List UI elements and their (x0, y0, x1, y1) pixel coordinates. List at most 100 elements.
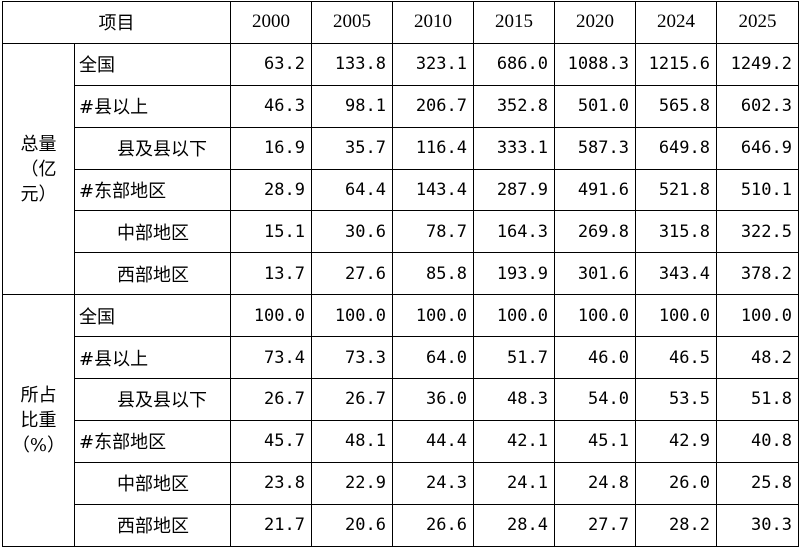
value-cell: 24.3 (392, 461, 474, 505)
group-label-line: 所占 (20, 384, 57, 406)
value-cell: 315.8 (635, 210, 717, 254)
value-cell: 649.8 (635, 126, 717, 170)
value-cell: 15.1 (230, 210, 312, 254)
value-cell: 44.4 (392, 419, 474, 463)
value-cell: 143.4 (392, 168, 474, 212)
value-cell: 287.9 (473, 168, 555, 212)
value-cell: 73.3 (311, 336, 393, 380)
header-year: 2025 (716, 1, 799, 44)
value-cell: 269.8 (554, 210, 636, 254)
value-cell: 343.4 (635, 252, 717, 296)
value-cell: 30.6 (311, 210, 393, 254)
value-cell: 78.7 (392, 210, 474, 254)
value-cell: 26.0 (635, 461, 717, 505)
value-cell: 565.8 (635, 84, 717, 128)
header-year: 2020 (554, 1, 636, 44)
header-year: 2024 (635, 1, 717, 44)
value-cell: 21.7 (230, 503, 312, 547)
table-row: #东部地区 28.9 64.4 143.4 287.9 491.6 521.8 510.1 (3, 168, 799, 212)
value-cell: 116.4 (392, 126, 474, 170)
value-cell: 64.4 (311, 168, 393, 212)
value-cell: 352.8 (473, 84, 555, 128)
value-cell: 378.2 (716, 252, 799, 296)
value-cell: 164.3 (473, 210, 555, 254)
value-cell: 26.7 (230, 378, 312, 421)
row-label: 西部地区 (74, 252, 231, 296)
value-cell: 100.0 (392, 294, 474, 338)
value-cell: 27.7 (554, 503, 636, 547)
value-cell: 45.1 (554, 419, 636, 463)
value-cell: 35.7 (311, 126, 393, 170)
value-cell: 48.2 (716, 336, 799, 380)
group-label-line: 元） (20, 183, 57, 205)
value-cell: 53.5 (635, 378, 717, 421)
row-label: 县及县以下 (74, 126, 231, 170)
value-cell: 46.3 (230, 84, 312, 128)
table-row: #县以上 73.4 73.3 64.0 51.7 46.0 46.5 48.2 (3, 336, 799, 380)
value-cell: 491.6 (554, 168, 636, 212)
value-cell: 28.2 (635, 503, 717, 547)
value-cell: 193.9 (473, 252, 555, 296)
value-cell: 501.0 (554, 84, 636, 128)
value-cell: 51.7 (473, 336, 555, 380)
value-cell: 42.9 (635, 419, 717, 463)
value-cell: 133.8 (311, 42, 393, 86)
table-row: 所占 比重 （%） 全国 100.0 100.0 100.0 100.0 100.0 100.0 1… (2, 294, 799, 547)
value-cell: 100.0 (311, 294, 393, 338)
value-cell: 100.0 (554, 294, 636, 338)
value-cell: 323.1 (392, 42, 474, 86)
value-cell: 1249.2 (716, 42, 799, 86)
value-cell: 36.0 (392, 378, 474, 421)
value-cell: 322.5 (716, 210, 799, 254)
value-cell: 20.6 (311, 503, 393, 547)
table-row: 县及县以下 16.9 35.7 116.4 333.1 587.3 649.8 646.9 (3, 126, 799, 170)
group-label-line: 比重 (20, 409, 57, 431)
value-cell: 686.0 (473, 42, 555, 86)
value-cell: 100.0 (230, 294, 312, 338)
row-label: 中部地区 (74, 461, 231, 505)
value-cell: 510.1 (716, 168, 799, 212)
header-year: 2015 (473, 1, 555, 44)
row-label: 全国 (74, 42, 231, 86)
header-row: 项目 2000 2005 2010 2015 2020 2024 2025 (2, 1, 799, 44)
value-cell: 100.0 (473, 294, 555, 338)
value-cell: 301.6 (554, 252, 636, 296)
value-cell: 85.8 (392, 252, 474, 296)
value-cell: 25.8 (716, 461, 799, 505)
value-cell: 646.9 (716, 126, 799, 170)
row-label: #县以上 (74, 336, 231, 380)
row-label: #东部地区 (74, 168, 231, 212)
group-label-line: （亿 (20, 158, 57, 180)
table-row: #县以上 46.3 98.1 206.7 352.8 501.0 565.8 602.3 (3, 84, 799, 128)
table-row: 县及县以下 26.7 26.7 36.0 48.3 54.0 53.5 51.8 (3, 378, 799, 421)
header-year: 2000 (230, 1, 312, 44)
value-cell: 13.7 (230, 252, 312, 296)
row-label: 中部地区 (74, 210, 231, 254)
value-cell: 63.2 (230, 42, 312, 86)
row-label: 西部地区 (74, 503, 231, 547)
table-row: 中部地区 15.1 30.6 78.7 164.3 269.8 315.8 322.5 (3, 210, 799, 254)
value-cell: 30.3 (716, 503, 799, 547)
value-cell: 51.8 (716, 378, 799, 421)
header-year: 2005 (311, 1, 393, 44)
value-cell: 1215.6 (635, 42, 717, 86)
value-cell: 28.4 (473, 503, 555, 547)
header-year: 2010 (392, 1, 474, 44)
value-cell: 602.3 (716, 84, 799, 128)
group-label: 总量 （亿 元） (2, 42, 75, 296)
value-cell: 73.4 (230, 336, 312, 380)
table-row: 总量 （亿 元） 全国 63.2 133.8 323.1 686.0 1088.3 1215.6 1… (2, 42, 799, 296)
value-cell: 100.0 (635, 294, 717, 338)
table-row: 西部地区 13.7 27.6 85.8 193.9 301.6 343.4 378.2 (3, 252, 799, 296)
value-cell: 54.0 (554, 378, 636, 421)
value-cell: 64.0 (392, 336, 474, 380)
row-label: 县及县以下 (74, 378, 231, 421)
row-label: #县以上 (74, 84, 231, 128)
value-cell: 48.3 (473, 378, 555, 421)
value-cell: 16.9 (230, 126, 312, 170)
value-cell: 206.7 (392, 84, 474, 128)
table-row: 中部地区 23.8 22.9 24.3 24.1 24.8 26.0 25.8 (3, 461, 799, 505)
value-cell: 26.6 (392, 503, 474, 547)
table-row: 西部地区 21.7 20.6 26.6 28.4 27.7 28.2 30.3 (3, 503, 799, 547)
